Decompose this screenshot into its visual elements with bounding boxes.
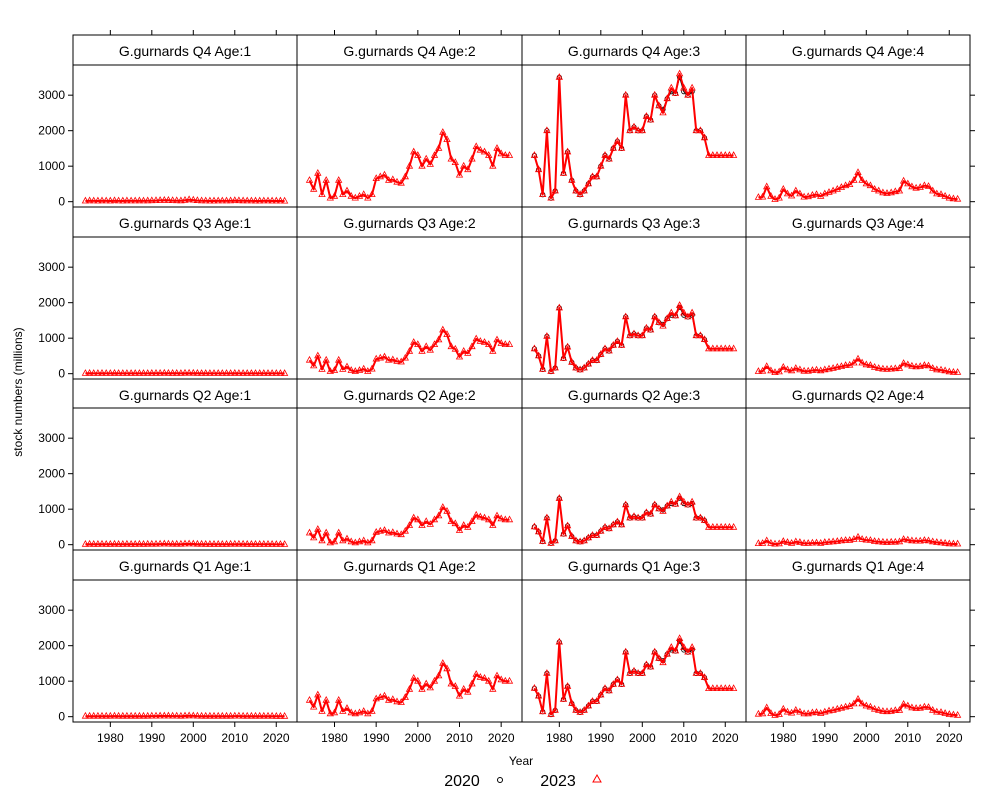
series-line-2023 — [310, 507, 510, 543]
series-line-2023 — [758, 699, 957, 715]
panel-frame — [746, 65, 970, 207]
y-tick-label: 0 — [58, 195, 65, 209]
panel: G.gurnards Q3 Age:4 — [746, 207, 970, 379]
x-tick-label: 1980 — [321, 731, 348, 745]
series-line-2023 — [85, 716, 284, 717]
x-tick-label: 1990 — [363, 731, 390, 745]
y-tick-label: 0 — [58, 538, 65, 552]
x-tick-label: 1990 — [811, 731, 838, 745]
panel-title: G.gurnards Q2 Age:2 — [343, 387, 476, 403]
x-tick-label: 2020 — [263, 731, 290, 745]
series-line-2023 — [534, 639, 733, 715]
panel-title: G.gurnards Q3 Age:2 — [343, 215, 476, 231]
panel: G.gurnards Q4 Age:3 — [522, 35, 746, 207]
panel: G.gurnards Q4 Age:1 — [73, 35, 297, 207]
x-tick-label: 1990 — [138, 731, 165, 745]
y-tick-label: 1000 — [38, 331, 65, 345]
panel-title: G.gurnards Q2 Age:4 — [792, 387, 925, 403]
panel-title: G.gurnards Q3 Age:3 — [568, 215, 701, 231]
panel: G.gurnards Q3 Age:1 — [73, 207, 297, 379]
panel-title: G.gurnards Q2 Age:1 — [119, 387, 252, 403]
panel: G.gurnards Q3 Age:3 — [522, 207, 746, 379]
series-line-2023 — [758, 173, 957, 200]
panel: G.gurnards Q2 Age:3 — [522, 379, 746, 550]
y-tick-label: 1000 — [38, 674, 65, 688]
panel-title: G.gurnards Q4 Age:1 — [119, 43, 252, 59]
legend-symbol-2020 — [498, 778, 503, 783]
panel-title: G.gurnards Q1 Age:3 — [568, 558, 701, 574]
y-tick-label: 0 — [58, 367, 65, 381]
y-tick-label: 1000 — [38, 159, 65, 173]
panel: G.gurnards Q2 Age:2 — [297, 379, 522, 550]
x-tick-label: 2020 — [488, 731, 515, 745]
x-tick-label: 2010 — [894, 731, 921, 745]
legend-label-2023: 2023 — [540, 773, 576, 790]
panel-frame — [73, 408, 297, 550]
panel: G.gurnards Q3 Age:2 — [297, 207, 522, 379]
y-tick-label: 1000 — [38, 502, 65, 516]
panel-frame — [73, 580, 297, 722]
x-tick-label: 2000 — [629, 731, 656, 745]
y-tick-label: 2000 — [38, 124, 65, 138]
series-line-2023 — [310, 663, 510, 713]
x-tick-label: 2010 — [446, 731, 473, 745]
series-line-2023 — [85, 200, 284, 201]
panel: G.gurnards Q2 Age:4 — [746, 379, 970, 550]
panel-frame — [746, 408, 970, 550]
panel-frame — [746, 237, 970, 379]
x-tick-label: 2020 — [936, 731, 963, 745]
y-tick-label: 0 — [58, 710, 65, 724]
legend: 2020 2023 — [444, 773, 601, 790]
panel: G.gurnards Q2 Age:1 — [73, 379, 297, 550]
x-tick-label: 2020 — [712, 731, 739, 745]
x-tick-label: 2000 — [404, 731, 431, 745]
y-tick-label: 2000 — [38, 639, 65, 653]
x-tick-label: 1980 — [770, 731, 797, 745]
x-tick-label: 1980 — [546, 731, 573, 745]
panel-frame — [297, 65, 522, 207]
panel: G.gurnards Q1 Age:2 — [297, 550, 522, 722]
panel-title: G.gurnards Q4 Age:3 — [568, 43, 701, 59]
panel: G.gurnards Q1 Age:3 — [522, 550, 746, 722]
panel: G.gurnards Q1 Age:4 — [746, 550, 970, 722]
y-axis-title: stock numbers (millions) — [11, 327, 25, 456]
y-tick-label: 3000 — [38, 260, 65, 274]
panel-frame — [297, 580, 522, 722]
y-tick-label: 2000 — [38, 296, 65, 310]
series-line-2023 — [310, 330, 510, 372]
panel-title: G.gurnards Q2 Age:3 — [568, 387, 701, 403]
legend-label-2020: 2020 — [444, 773, 480, 790]
series-line-2023 — [534, 306, 733, 372]
x-axis-title: Year — [509, 754, 533, 768]
panel: G.gurnards Q1 Age:1 — [73, 550, 297, 722]
panel-frame — [73, 65, 297, 207]
panel: G.gurnards Q4 Age:2 — [297, 35, 522, 207]
panel-title: G.gurnards Q4 Age:4 — [792, 43, 925, 59]
legend-symbol-2023 — [593, 775, 601, 782]
x-tick-label: 2010 — [670, 731, 697, 745]
x-tick-label: 1990 — [587, 731, 614, 745]
y-tick-label: 3000 — [38, 431, 65, 445]
panel-title: G.gurnards Q1 Age:2 — [343, 558, 476, 574]
y-tick-label: 3000 — [38, 88, 65, 102]
x-tick-label: 2010 — [221, 731, 248, 745]
panel-title: G.gurnards Q1 Age:4 — [792, 558, 925, 574]
panel-frame — [297, 408, 522, 550]
x-tick-label: 1980 — [97, 731, 124, 745]
panel-title: G.gurnards Q3 Age:1 — [119, 215, 252, 231]
series-line-2023 — [310, 132, 510, 198]
panel: G.gurnards Q4 Age:4 — [746, 35, 970, 207]
series-line-2023 — [85, 544, 284, 545]
x-tick-label: 2000 — [853, 731, 880, 745]
panel-frame — [73, 237, 297, 379]
panel-frame — [297, 237, 522, 379]
x-tick-label: 2000 — [180, 731, 207, 745]
panel-title: G.gurnards Q4 Age:2 — [343, 43, 476, 59]
panel-title: G.gurnards Q3 Age:4 — [792, 215, 925, 231]
panel-grid: G.gurnards Q4 Age:1 G.gurnards Q4 Age:2 G.… — [73, 35, 970, 722]
panel-title: G.gurnards Q1 Age:1 — [119, 558, 252, 574]
y-tick-label: 2000 — [38, 467, 65, 481]
y-tick-label: 3000 — [38, 603, 65, 617]
